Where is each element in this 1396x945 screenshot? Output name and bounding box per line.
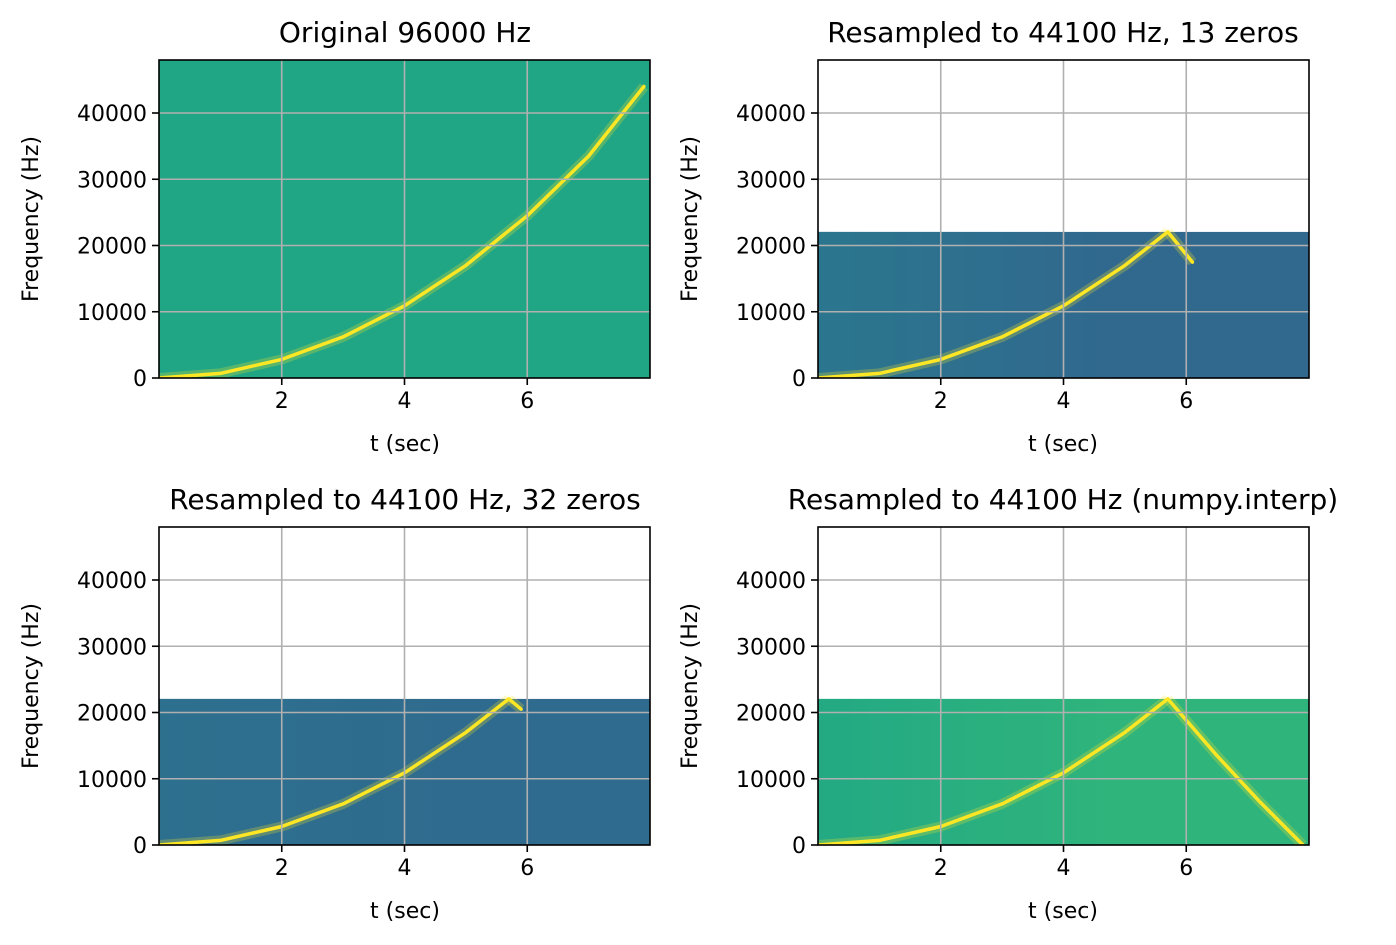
x-axis-label: t (sec) bbox=[370, 432, 440, 457]
y-axis-label: Frequency (Hz) bbox=[19, 136, 44, 302]
y-tick-label: 20000 bbox=[77, 235, 147, 260]
y-tick-label: 0 bbox=[133, 367, 147, 392]
x-tick-label: 6 bbox=[1179, 389, 1193, 414]
spectrogram-shading bbox=[159, 60, 454, 378]
panel-title: Original 96000 Hz bbox=[279, 16, 531, 49]
x-axis-label: t (sec) bbox=[1028, 899, 1098, 924]
y-tick-label: 30000 bbox=[77, 635, 147, 660]
chirp-ridge bbox=[818, 697, 1170, 845]
y-axis-label: Frequency (Hz) bbox=[678, 603, 703, 769]
x-tick-label: 4 bbox=[398, 389, 412, 414]
x-tick-label: 2 bbox=[275, 389, 289, 414]
panel-original: Original 96000 Hz 2 4 6 0 10000 20000 30000 400… bbox=[19, 16, 651, 457]
y-tick-label: 10000 bbox=[736, 301, 806, 326]
y-tick-label: 40000 bbox=[77, 569, 147, 594]
x-axis-label: t (sec) bbox=[370, 899, 440, 924]
chirp-ridge bbox=[159, 697, 511, 845]
grid-lines bbox=[818, 60, 1309, 378]
x-tick-label: 2 bbox=[934, 856, 948, 881]
x-tick-label: 2 bbox=[934, 389, 948, 414]
panel-title: Resampled to 44100 Hz (numpy.interp) bbox=[788, 483, 1338, 516]
y-axis-label: Frequency (Hz) bbox=[19, 603, 44, 769]
panel-title: Resampled to 44100 Hz, 32 zeros bbox=[169, 483, 641, 516]
y-tick-label: 30000 bbox=[77, 168, 147, 193]
y-tick-label: 40000 bbox=[736, 569, 806, 594]
y-tick-label: 0 bbox=[792, 834, 806, 859]
x-tick-label: 6 bbox=[520, 856, 534, 881]
tick-labels: 2 4 6 0 10000 20000 30000 40000 bbox=[77, 569, 534, 881]
x-tick-label: 4 bbox=[1057, 389, 1071, 414]
panel-resampled-13-zeros: Resampled to 44100 Hz, 13 zeros 2 4 6 0 1000… bbox=[678, 16, 1310, 457]
x-tick-label: 6 bbox=[1179, 856, 1193, 881]
panel-resampled-numpy-interp: Resampled to 44100 Hz (numpy.interp) 2 4 6… bbox=[678, 483, 1338, 924]
chirp-ridge bbox=[818, 230, 1170, 378]
x-tick-label: 4 bbox=[1057, 856, 1071, 881]
grid-lines bbox=[159, 60, 650, 378]
y-tick-label: 10000 bbox=[77, 768, 147, 793]
y-tick-label: 0 bbox=[133, 834, 147, 859]
y-tick-label: 40000 bbox=[736, 102, 806, 127]
y-tick-label: 30000 bbox=[736, 635, 806, 660]
y-axis-label: Frequency (Hz) bbox=[678, 136, 703, 302]
y-tick-label: 20000 bbox=[736, 702, 806, 727]
x-axis-label: t (sec) bbox=[1028, 432, 1098, 457]
aliased-chirp-ridge bbox=[507, 697, 523, 711]
grid-lines bbox=[159, 527, 650, 845]
y-tick-label: 0 bbox=[792, 367, 806, 392]
panel-resampled-32-zeros: Resampled to 44100 Hz, 32 zeros 2 4 6 0 1000… bbox=[19, 483, 651, 924]
x-tick-label: 2 bbox=[275, 856, 289, 881]
y-tick-label: 20000 bbox=[77, 702, 147, 727]
tick-labels: 2 4 6 0 10000 20000 30000 40000 bbox=[736, 102, 1193, 414]
grid-lines bbox=[818, 527, 1309, 845]
tick-labels: 2 4 6 0 10000 20000 30000 40000 bbox=[736, 569, 1193, 881]
y-tick-label: 30000 bbox=[736, 168, 806, 193]
y-tick-label: 40000 bbox=[77, 102, 147, 127]
x-tick-label: 4 bbox=[398, 856, 412, 881]
panel-title: Resampled to 44100 Hz, 13 zeros bbox=[827, 16, 1299, 49]
y-tick-label: 20000 bbox=[736, 235, 806, 260]
y-tick-label: 10000 bbox=[77, 301, 147, 326]
x-tick-label: 6 bbox=[520, 389, 534, 414]
aliased-chirp-ridge bbox=[1166, 230, 1195, 264]
y-tick-label: 10000 bbox=[736, 768, 806, 793]
tick-labels: 2 4 6 0 10000 20000 30000 40000 bbox=[77, 102, 534, 414]
